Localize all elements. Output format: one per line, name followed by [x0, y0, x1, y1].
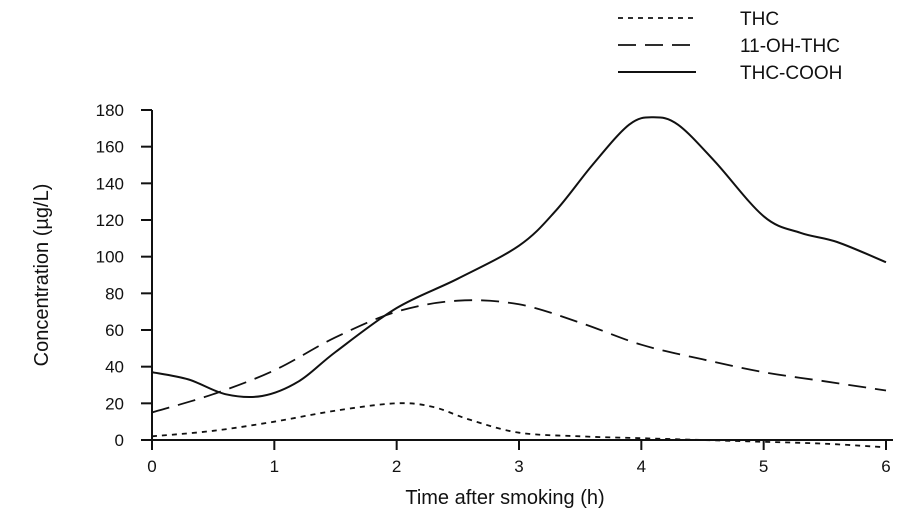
- legend: THC 11-OH-THC THC-COOH: [618, 9, 842, 84]
- y-tick-label: 0: [115, 431, 124, 450]
- x-tick-label: 6: [881, 457, 890, 476]
- series-line-thc-cooh: [151, 116, 887, 399]
- legend-label: THC: [740, 9, 779, 30]
- x-tick-label: 0: [147, 457, 156, 476]
- x-tick-label: 4: [637, 457, 646, 476]
- y-tick-label: 100: [96, 248, 124, 267]
- legend-label: 11-OH-THC: [740, 36, 840, 57]
- x-ticks: 0 1 2 3 4 5 6: [147, 440, 891, 476]
- y-tick-label: 120: [96, 211, 124, 230]
- x-tick-label: 3: [514, 457, 523, 476]
- x-tick-label: 1: [270, 457, 279, 476]
- x-tick-label: 2: [392, 457, 401, 476]
- y-ticks: 0 20 40 60 80 100 120 140 160 180: [96, 101, 152, 450]
- y-tick-label: 80: [105, 284, 124, 303]
- x-axis-title: Time after smoking (h): [405, 487, 604, 509]
- series-lines: [151, 116, 887, 449]
- legend-label: THC-COOH: [740, 63, 842, 84]
- y-tick-label: 140: [96, 174, 124, 193]
- y-axis-title: Concentration (µg/L): [31, 184, 53, 367]
- y-tick-label: 180: [96, 101, 124, 120]
- series-line-11-oh-thc: [151, 299, 887, 414]
- y-tick-label: 20: [105, 394, 124, 413]
- axes: [145, 110, 893, 441]
- y-tick-label: 60: [105, 321, 124, 340]
- y-tick-label: 160: [96, 138, 124, 157]
- y-tick-label: 40: [105, 358, 124, 377]
- x-tick-label: 5: [759, 457, 768, 476]
- series-line-thc: [151, 402, 887, 449]
